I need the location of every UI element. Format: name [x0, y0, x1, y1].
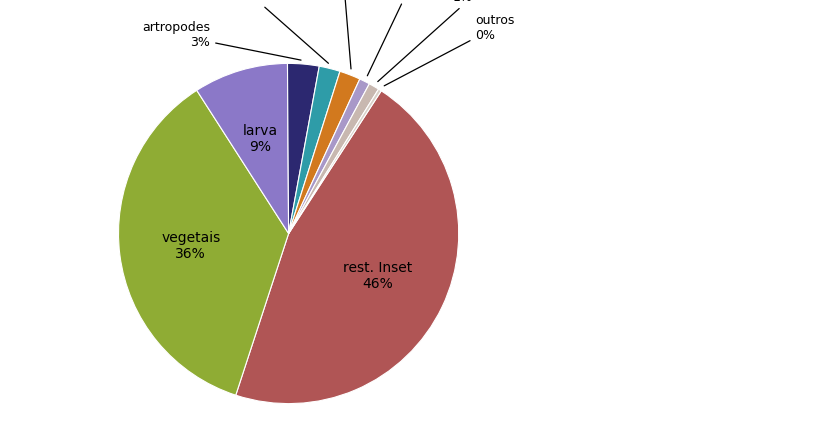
Wedge shape [118, 90, 289, 395]
Text: vegetais
36%: vegetais 36% [161, 231, 220, 261]
Text: artropodes
3%: artropodes 3% [142, 21, 301, 60]
Text: larva
9%: larva 9% [243, 124, 278, 154]
Wedge shape [289, 71, 359, 233]
Text: escamas
1%: escamas 1% [378, 0, 508, 81]
Wedge shape [289, 66, 340, 233]
Text: rest.formig
2%: rest.formig 2% [308, 0, 377, 69]
Text: rest. Inset
46%: rest. Inset 46% [343, 261, 412, 291]
Text: inseto
1%: inseto 1% [368, 0, 430, 76]
Wedge shape [196, 63, 289, 233]
Wedge shape [289, 89, 381, 233]
Wedge shape [289, 84, 378, 233]
Wedge shape [236, 91, 459, 404]
Text: semente
2%: semente 2% [216, 0, 328, 63]
Wedge shape [288, 63, 319, 233]
Text: outros
0%: outros 0% [384, 13, 515, 86]
Wedge shape [289, 79, 369, 233]
